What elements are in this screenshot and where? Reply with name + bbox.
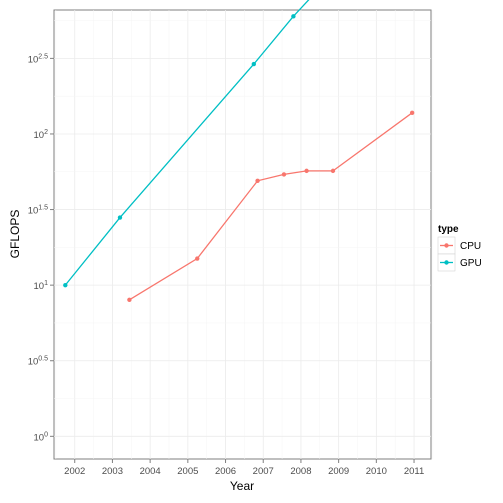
cpu-legend-label: CPU: [460, 241, 481, 252]
gpu-data-point: [117, 215, 123, 220]
plot-panel: [53, 9, 432, 460]
y-tick-label: 102.5: [28, 53, 48, 65]
y-tick-label: 100: [34, 431, 49, 443]
series-group: [63, 0, 415, 302]
cpu-data-point: [255, 178, 260, 184]
x-tick-label: 2003: [102, 466, 123, 477]
cpu-data-point: [127, 297, 132, 302]
y-tick-label: 100.5: [28, 356, 48, 368]
cpu-data-point: [304, 168, 309, 174]
y-axis-title: GFLOPS: [8, 210, 22, 259]
x-tick-label: 2009: [328, 466, 349, 477]
x-axis-title: Year: [230, 479, 254, 493]
y-tick-label: 102: [34, 129, 49, 141]
x-tick-label: 2002: [64, 466, 85, 477]
cpu-data-point: [330, 168, 336, 174]
x-tick-label: 2006: [215, 466, 236, 477]
x-tick-label: 2005: [177, 466, 198, 477]
legend: type CPU GPU: [437, 224, 482, 272]
x-tick-label: 2011: [404, 466, 424, 477]
gpu-data-point: [291, 14, 296, 19]
y-tick-label: 101.5: [28, 205, 48, 217]
x-tick-label: 2007: [253, 466, 274, 477]
cpu-data-point: [409, 110, 415, 116]
x-axis: 2002 2003 2004 2005 2006 2007 2008 2009 2010 2011: [64, 459, 424, 477]
x-tick-label: 2010: [366, 466, 387, 477]
cpu-legend-point: [444, 243, 449, 248]
x-tick-label: 2008: [290, 466, 311, 477]
gpu-data-point: [251, 61, 257, 67]
grid-lines: [54, 10, 434, 459]
gpu-data-point: [63, 282, 68, 288]
y-tick-label: 101: [34, 280, 49, 292]
cpu-data-point: [281, 172, 287, 177]
x-tick-label: 2004: [140, 466, 161, 477]
cpu-data-point: [195, 256, 200, 261]
gpu-legend-label: GPU: [460, 258, 482, 269]
legend-title: type: [438, 224, 459, 235]
gpu-legend-point: [444, 260, 449, 265]
